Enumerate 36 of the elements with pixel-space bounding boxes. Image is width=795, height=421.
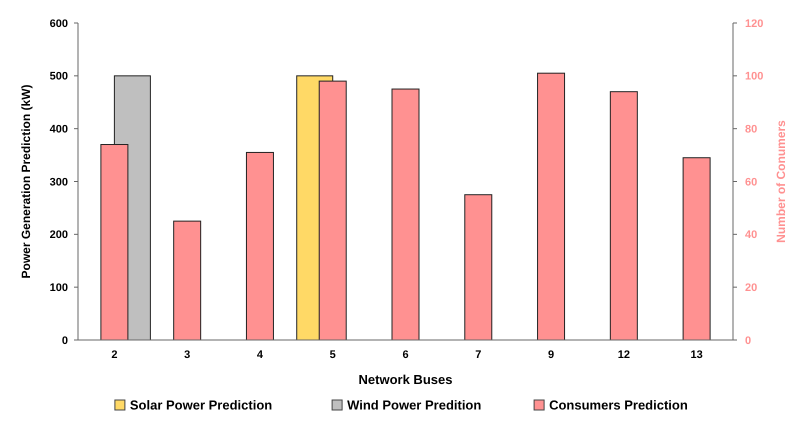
bar bbox=[610, 91, 638, 340]
bar bbox=[173, 220, 202, 340]
x-tick-label: 2 bbox=[111, 349, 118, 361]
x-tick-label: 4 bbox=[256, 349, 264, 361]
bar bbox=[392, 88, 420, 340]
bar bbox=[537, 72, 566, 340]
x-tick-label: 3 bbox=[184, 349, 190, 361]
bar bbox=[682, 157, 711, 340]
x-tick-label: 6 bbox=[402, 349, 409, 361]
x-tick-label: 12 bbox=[618, 349, 630, 361]
legend-label: Wind Power Predition bbox=[347, 398, 482, 413]
y-tick-label: 100 bbox=[50, 282, 68, 294]
y-axis-title: Power Generation Prediction (kW) bbox=[19, 84, 33, 279]
y2-tick-label: 40 bbox=[745, 229, 758, 242]
x-axis-title: Network Buses bbox=[358, 372, 452, 387]
y-tick-label: 400 bbox=[50, 124, 68, 136]
bar bbox=[464, 194, 492, 340]
legend-label: Solar Power Prediction bbox=[130, 398, 272, 413]
bar bbox=[246, 152, 274, 340]
y-tick-label: 600 bbox=[50, 18, 68, 30]
y2-tick-label: 0 bbox=[745, 334, 752, 347]
x-tick-label: 13 bbox=[690, 349, 703, 361]
y2-tick-label: 60 bbox=[745, 176, 758, 188]
y-tick-label: 500 bbox=[50, 70, 68, 83]
y2-axis-title: Number of Conumers bbox=[774, 120, 788, 243]
y-tick-label: 300 bbox=[50, 176, 68, 188]
x-tick-label: 9 bbox=[548, 349, 554, 361]
y2-tick-label: 80 bbox=[745, 124, 758, 136]
legend-label: Consumers Prediction bbox=[549, 398, 688, 413]
y2-tick-label: 100 bbox=[745, 70, 764, 83]
y-tick-label: 200 bbox=[50, 229, 68, 242]
y-tick-label: 0 bbox=[62, 334, 68, 347]
y2-tick-label: 20 bbox=[745, 282, 758, 294]
x-tick-label: 7 bbox=[475, 349, 482, 361]
y2-tick-label: 120 bbox=[745, 18, 764, 30]
x-tick-label: 5 bbox=[330, 349, 336, 361]
